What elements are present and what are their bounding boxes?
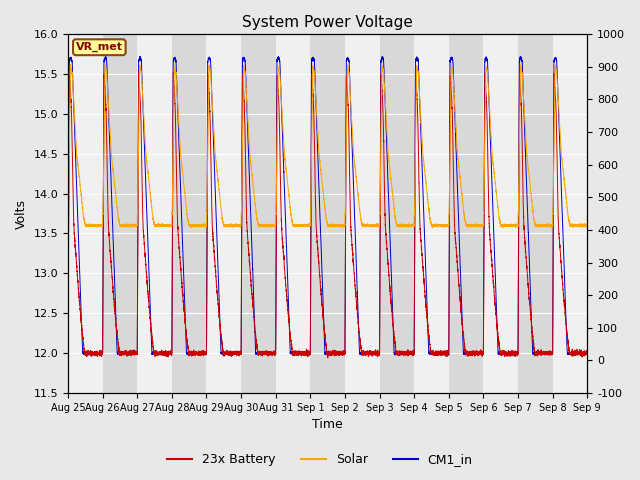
Y-axis label: Volts: Volts: [15, 199, 28, 228]
Bar: [449, 34, 483, 393]
Title: System Power Voltage: System Power Voltage: [242, 15, 413, 30]
Bar: [137, 34, 172, 393]
Bar: [414, 34, 449, 393]
Bar: [518, 34, 553, 393]
Bar: [207, 34, 241, 393]
Bar: [68, 34, 102, 393]
Bar: [310, 34, 345, 393]
Legend: 23x Battery, Solar, CM1_in: 23x Battery, Solar, CM1_in: [163, 448, 477, 471]
Bar: [553, 34, 588, 393]
Bar: [276, 34, 310, 393]
Bar: [345, 34, 380, 393]
Bar: [102, 34, 137, 393]
Text: VR_met: VR_met: [76, 42, 123, 52]
Bar: [241, 34, 276, 393]
Bar: [483, 34, 518, 393]
Bar: [380, 34, 414, 393]
X-axis label: Time: Time: [312, 419, 343, 432]
Bar: [172, 34, 207, 393]
